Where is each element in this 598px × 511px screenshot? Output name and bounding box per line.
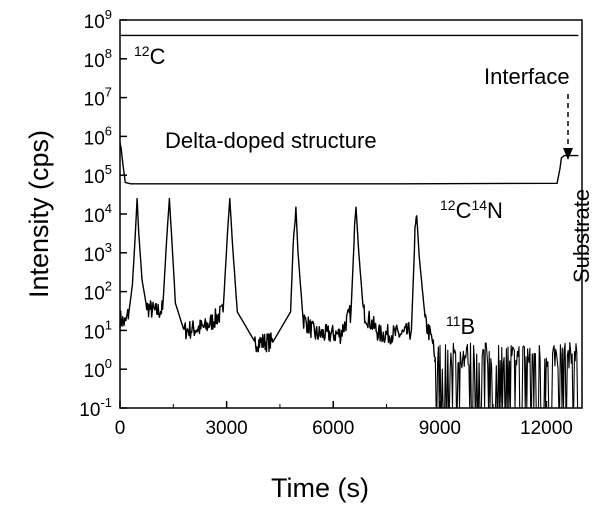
annotation-12c: 12C: [134, 43, 166, 69]
x-tick-label-0: 0: [115, 418, 126, 439]
series-12c14n-line: [119, 142, 579, 185]
series-lines: [119, 34, 579, 409]
y-tick-label-5: 104: [84, 201, 112, 227]
y-tick-label-6: 103: [84, 240, 112, 266]
series-11b-substrate-line: [433, 342, 579, 409]
series-11b-line: [119, 197, 436, 358]
y-axis-title: Intensity (cps): [24, 130, 54, 298]
y-tick-label-7: 102: [84, 279, 112, 305]
y-tick-label-9: 100: [84, 356, 112, 382]
x-tick-label-2: 6000: [312, 418, 354, 439]
interface-arrow-head: [563, 148, 573, 160]
annotation-12c14n: 12C14N: [440, 197, 503, 223]
x-axis-title: Time (s): [271, 473, 369, 503]
y-tick-label-4: 105: [84, 162, 112, 188]
axis-ticks: 0 3000 6000 9000 12000 109 108 107 106 105 104 103 1…: [79, 7, 573, 439]
annotation-substrate: Substrate: [569, 189, 594, 283]
x-tick-label-1: 3000: [205, 418, 247, 439]
annotation-delta-doped: Delta-doped structure: [165, 128, 377, 153]
x-tick-label-3: 9000: [419, 418, 461, 439]
y-tick-label-1: 108: [84, 46, 112, 72]
y-tick-label-0: 109: [84, 7, 112, 33]
y-tick-label-8: 101: [84, 317, 112, 343]
y-tick-label-2: 107: [84, 85, 112, 111]
annotation-11b: 11B: [446, 313, 475, 339]
x-tick-label-4: 12000: [520, 418, 573, 439]
y-tick-label-10: 10-1: [79, 395, 112, 421]
annotation-interface: Interface: [484, 64, 570, 89]
y-tick-label-3: 106: [84, 123, 112, 149]
